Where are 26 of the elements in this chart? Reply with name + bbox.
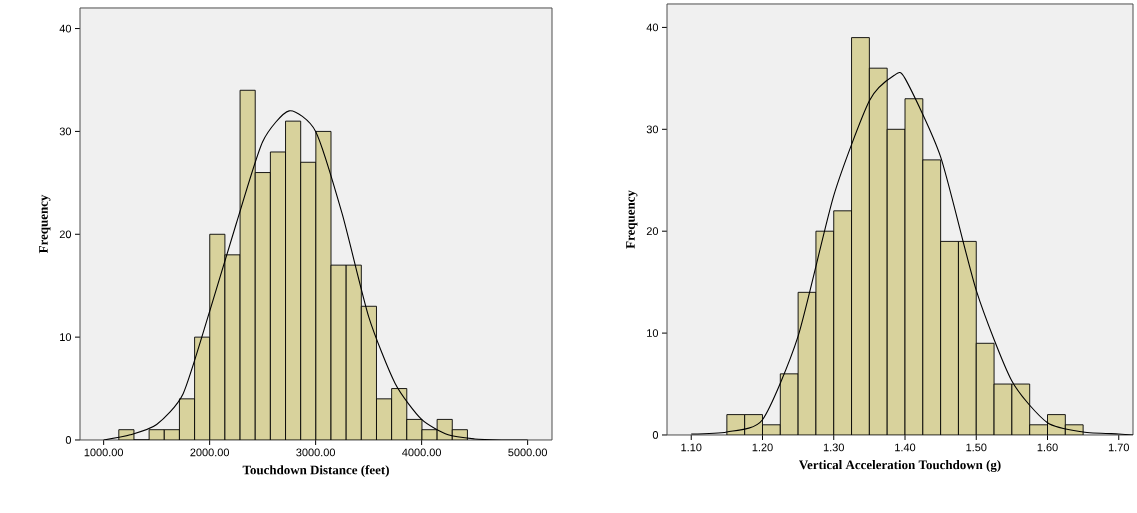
y-tick-label: 10 [60, 333, 72, 342]
y-tick-label: 20 [646, 227, 659, 236]
y-tick-label: 30 [59, 127, 72, 136]
x-tick-label: 1.50 [966, 443, 987, 452]
x-tick-label: 1.10 [681, 443, 702, 452]
x-tick-label: 1.70 [1108, 443, 1129, 452]
x-tick-label: 1.20 [752, 443, 773, 452]
x-tick-label: 1.40 [895, 443, 916, 452]
x-tick-label: 1.60 [1037, 443, 1058, 452]
x-tick-label: 2000.00 [190, 448, 230, 457]
y-tick-label: 20 [59, 230, 72, 239]
y-tick-label: 10 [647, 329, 659, 337]
x-axis-title: Touchdown Distance (feet) [242, 465, 389, 477]
y-axis-title: Frequency [39, 194, 51, 254]
y-tick-label: 40 [59, 24, 72, 33]
y-tick-label: 0 [652, 431, 659, 439]
y-tick-label: 30 [646, 125, 659, 134]
y-axis-title: Frequency [626, 190, 638, 249]
x-tick-label: 1.30 [823, 443, 844, 452]
x-tick-label: 4000.00 [402, 448, 441, 457]
x-tick-label: 5000.00 [508, 448, 547, 457]
x-axis-title: Vertical Acceleration Touchdown (g) [799, 460, 1001, 472]
x-tick-label: 3000.00 [296, 448, 335, 457]
x-tick-label: 1000.00 [84, 448, 124, 457]
y-tick-label: 0 [65, 436, 72, 444]
y-tick-label: 40 [646, 23, 659, 32]
